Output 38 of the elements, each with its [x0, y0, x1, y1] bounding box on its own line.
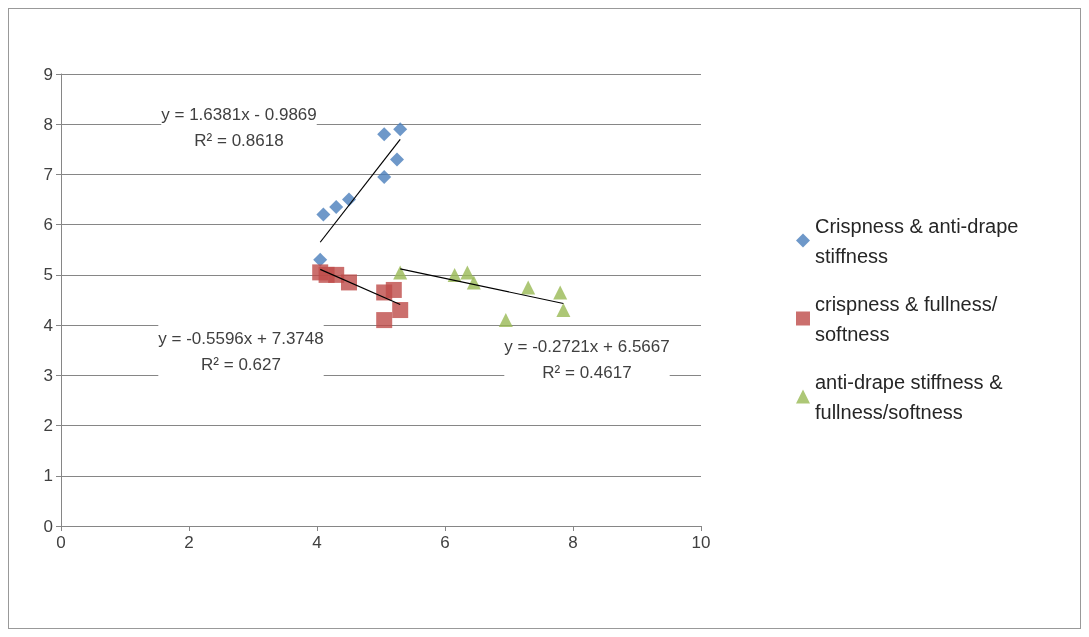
y-tick-label: 3	[43, 365, 53, 385]
legend-label: crispness & fullness/softness	[815, 292, 998, 345]
point	[390, 152, 404, 167]
point	[329, 200, 344, 215]
legend-label: anti-drape stiffness & fullness/softness	[815, 370, 1009, 423]
point	[393, 122, 408, 137]
x-tick-label: 6	[440, 533, 450, 552]
y-tick-label: 5	[43, 265, 53, 285]
y-tick-label: 1	[43, 466, 53, 486]
legend-label: Crispness & anti-drape stiffness	[815, 214, 1024, 267]
point	[377, 169, 392, 184]
y-tick-label: 6	[43, 215, 53, 235]
x-tick-label: 2	[184, 533, 194, 552]
y-tick-label: 9	[43, 64, 53, 84]
annotation: y = 1.6381x - 0.9869 R² = 0.8618	[161, 104, 317, 150]
point	[377, 127, 392, 142]
y-tick-label: 4	[43, 315, 53, 335]
point	[553, 285, 568, 300]
point	[521, 280, 536, 295]
x-tick-label: 8	[568, 533, 578, 552]
point	[313, 252, 328, 267]
annotation: y = -0.5596x + 7.3748 R² = 0.627	[158, 328, 324, 374]
x-tick-label: 4	[312, 533, 322, 552]
point	[556, 303, 571, 318]
y-tick-label: 2	[43, 416, 53, 436]
y-tick-label: 0	[43, 516, 53, 536]
point	[385, 281, 402, 298]
y-tick-label: 7	[43, 164, 53, 184]
point	[392, 302, 409, 319]
point	[460, 265, 475, 280]
x-tick-label: 10	[691, 533, 711, 552]
point	[316, 207, 331, 222]
point	[498, 313, 513, 328]
y-tick-label: 8	[43, 114, 53, 134]
point	[341, 274, 357, 291]
x-tick-label: 0	[56, 533, 66, 552]
annotation: y = -0.2721x + 6.5667 R² = 0.4617	[504, 336, 670, 382]
point	[376, 312, 393, 329]
